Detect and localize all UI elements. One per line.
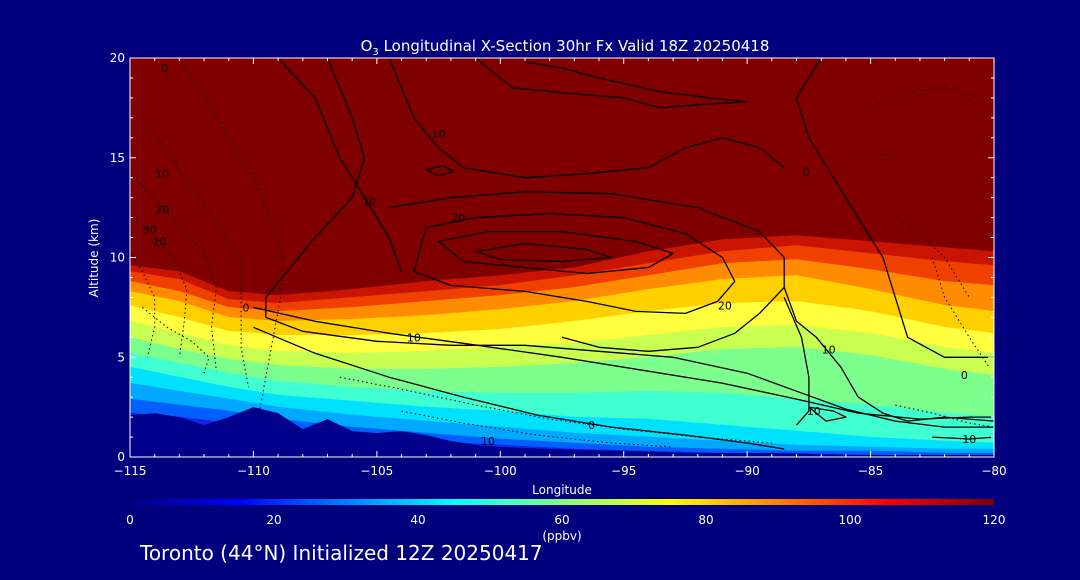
dotted-contour — [401, 410, 674, 448]
dotted-contour — [895, 217, 970, 298]
contour-label: 0 — [161, 62, 168, 75]
contour-label: 0 — [803, 166, 810, 179]
dotted-contour — [895, 404, 994, 428]
y-axis-label: Altitude (km) — [87, 219, 101, 298]
x-tick-label: −105 — [360, 464, 393, 478]
contour-label: 0 — [961, 369, 968, 382]
contour-label: 20 — [718, 299, 732, 312]
contour-label: 10 — [807, 405, 821, 418]
solid-contour — [253, 326, 785, 450]
y-tick-label: 0 — [117, 450, 125, 464]
contour-label: 0 — [243, 301, 250, 314]
solid-contour — [265, 316, 994, 428]
colorbar — [130, 499, 994, 505]
title-o3-glyph: O3 — [361, 37, 379, 58]
y-tick-label: 15 — [110, 151, 125, 165]
x-tick-label: −110 — [237, 464, 270, 478]
contour-label: 10 — [362, 196, 376, 209]
contour-label: 10 — [962, 433, 976, 446]
contour-label: 10 — [432, 128, 446, 141]
colorbar-tick-label: 80 — [698, 513, 713, 527]
solid-contour — [277, 58, 403, 272]
x-tick-label: −90 — [734, 464, 759, 478]
contour-label: 10 — [822, 343, 836, 356]
solid-contour — [932, 436, 994, 440]
solid-contour — [438, 230, 674, 275]
colorbar-tick-label: 20 — [266, 513, 281, 527]
colorbar-tick-label: 100 — [839, 513, 862, 527]
solid-contour — [475, 58, 748, 109]
y-tick-label: 10 — [110, 251, 125, 265]
solid-contour — [795, 58, 994, 358]
x-tick-label: −80 — [981, 464, 1006, 478]
x-tick-label: −115 — [114, 464, 147, 478]
colorbar-tick-label: 40 — [410, 513, 425, 527]
colorbar-unit-label: (ppbv) — [542, 529, 581, 543]
x-tick-label: −85 — [858, 464, 883, 478]
contour-label: 0 — [588, 419, 595, 432]
dotted-contour — [130, 217, 188, 358]
solid-contour — [475, 242, 613, 263]
solid-contour — [783, 297, 810, 426]
colorbar-tick-label: 120 — [983, 513, 1006, 527]
dotted-contour — [870, 87, 982, 109]
dotted-contour — [130, 173, 217, 372]
solid-contour — [783, 287, 994, 422]
solid-contour — [389, 191, 785, 352]
solid-contour — [265, 58, 366, 318]
x-tick-label: −95 — [611, 464, 636, 478]
x-tick-label: −100 — [484, 464, 517, 478]
contour-label: 30 — [143, 224, 157, 237]
contour-label: 20 — [451, 212, 465, 225]
solid-contour — [413, 212, 736, 315]
contour-label: 10 — [407, 331, 421, 344]
x-axis-label: Longitude — [532, 483, 592, 497]
terrain — [130, 407, 994, 457]
colorbar-tick-label: 0 — [126, 513, 134, 527]
solid-contour — [388, 58, 785, 179]
footer-caption: Toronto (44°N) Initialized 12Z 20250417 — [140, 541, 543, 565]
solid-contour — [425, 165, 455, 177]
solid-contour — [808, 406, 847, 422]
contour-label: 10 — [481, 435, 495, 448]
contour-label: 20 — [155, 204, 169, 217]
colorbar-tick-label: 60 — [554, 513, 569, 527]
y-tick-label: 5 — [117, 350, 125, 364]
chart-title: O3 Longitudinal X-Section 30hr Fx Valid … — [361, 37, 770, 58]
contour-label: 10 — [155, 168, 169, 181]
title-text: Longitudinal X-Section 30hr Fx Valid 18Z… — [379, 37, 770, 55]
contour-label: 10 — [153, 236, 167, 249]
y-tick-label: 20 — [110, 51, 125, 65]
dotted-contour — [141, 121, 249, 388]
